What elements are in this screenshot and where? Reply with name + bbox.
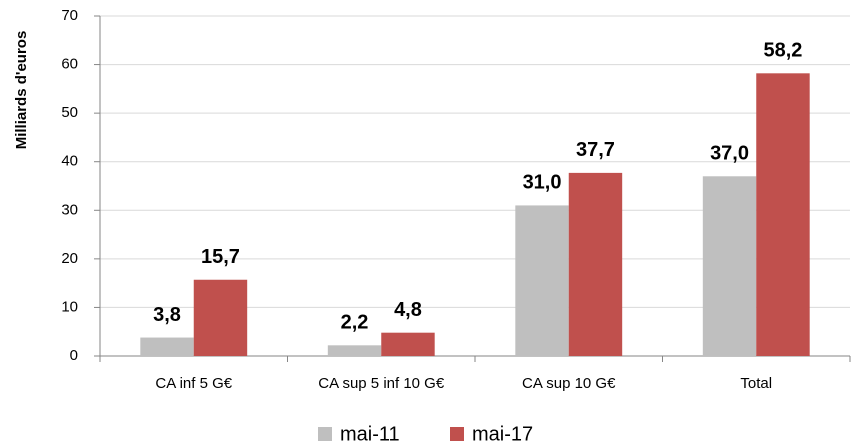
data-label: 2,2 <box>341 312 369 334</box>
data-label: 37,7 <box>576 139 615 161</box>
bar <box>327 345 382 356</box>
legend-swatch <box>450 427 464 441</box>
bar <box>756 73 810 357</box>
bar <box>381 332 435 356</box>
data-label: 58,2 <box>764 40 803 62</box>
x-tick-label: CA sup 10 G€ <box>522 375 616 392</box>
data-label: 37,0 <box>710 143 749 165</box>
legend-label: mai-17 <box>472 423 533 445</box>
legend-swatch <box>318 427 332 441</box>
data-label: 3,8 <box>153 304 181 326</box>
y-tick-label: 0 <box>70 347 78 364</box>
bar <box>193 279 248 356</box>
data-label: 15,7 <box>201 246 240 268</box>
y-tick-label: 20 <box>61 250 78 267</box>
data-label: 4,8 <box>394 299 422 321</box>
data-label: 31,0 <box>523 172 562 194</box>
legend-label: mai-11 <box>340 423 400 445</box>
y-tick-label: 10 <box>61 298 78 315</box>
y-tick-label: 70 <box>61 7 78 24</box>
y-tick-label: 60 <box>61 56 78 73</box>
x-tick-label: CA sup 5 inf 10 G€ <box>318 375 445 392</box>
bar <box>140 337 194 356</box>
bar <box>702 176 757 356</box>
x-tick-label: CA inf 5 G€ <box>155 375 232 392</box>
y-tick-label: 40 <box>61 153 78 170</box>
y-axis-label: Milliards d'euros <box>13 31 30 150</box>
y-tick-label: 50 <box>61 104 78 121</box>
bar <box>568 172 623 356</box>
x-tick-label: Total <box>740 375 772 392</box>
bar <box>515 205 569 356</box>
y-tick-label: 30 <box>61 201 78 218</box>
